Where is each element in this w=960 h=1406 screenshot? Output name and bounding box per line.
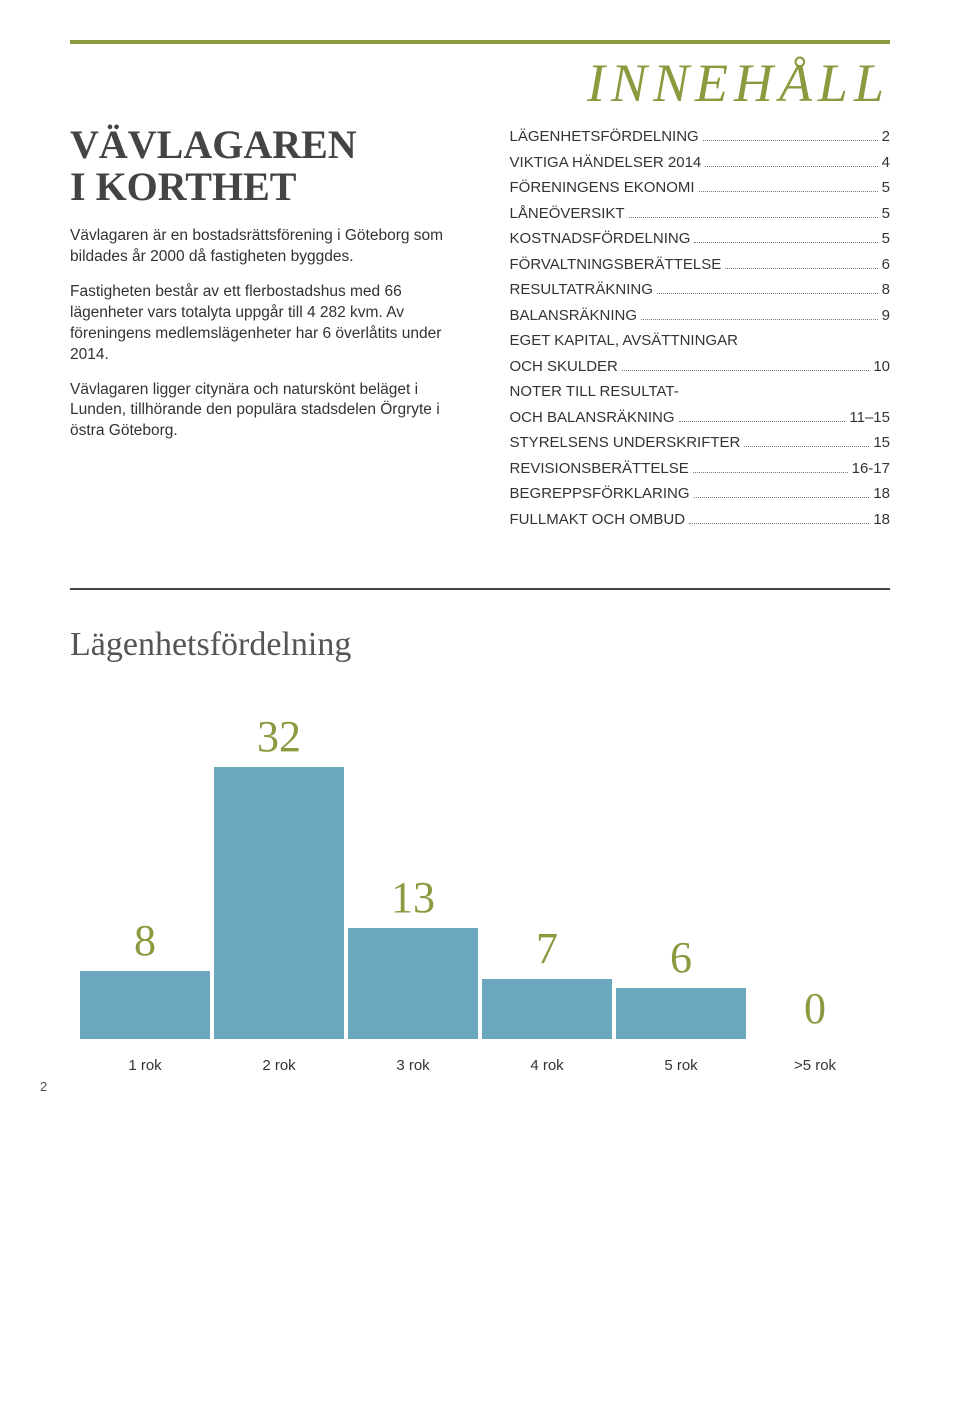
toc-row[interactable]: STYRELSENS UNDERSKRIFTER 15: [510, 430, 890, 456]
top-rule: [70, 40, 890, 44]
bar-rect: [348, 928, 478, 1039]
toc-label: BEGREPPSFÖRKLARING: [510, 481, 690, 507]
toc-label: REVISIONSBERÄTTELSE: [510, 456, 689, 482]
heading-line-2: I KORTHET: [70, 164, 296, 209]
bar-chart: 8 1 rok 32 2 rok 13 3 rok 7 4 rok 6 5 rok 0 >5 rok: [70, 704, 890, 1074]
table-of-contents: LÄGENHETSFÖRDELNING2VIKTIGA HÄNDELSER 20…: [510, 124, 890, 532]
toc-label: LÄGENHETSFÖRDELNING: [510, 124, 699, 150]
bar-rect: [482, 979, 612, 1039]
toc-dots: [725, 268, 877, 269]
bar-group: 0 >5 rok: [750, 987, 880, 1074]
toc-dots: [689, 523, 869, 524]
toc-dots: [629, 217, 878, 218]
bar-group: 8 1 rok: [80, 919, 210, 1074]
toc-dots: [622, 370, 869, 371]
bar-label: 4 rok: [530, 1057, 563, 1074]
toc-label: OCH BALANSRÄKNING: [510, 405, 675, 431]
toc-dots: [705, 166, 877, 167]
bar-label: 1 rok: [128, 1057, 161, 1074]
toc-row[interactable]: RESULTATRÄKNING 8: [510, 277, 890, 303]
toc-page: 10: [873, 354, 890, 380]
toc-page: 4: [882, 150, 890, 176]
page-number: 2: [40, 1079, 47, 1094]
toc-label: FÖRVALTNINGSBERÄTTELSE: [510, 252, 722, 278]
toc-row[interactable]: BALANSRÄKNING 9: [510, 303, 890, 329]
toc-label: STYRELSENS UNDERSKRIFTER: [510, 430, 741, 456]
toc-label: BALANSRÄKNING: [510, 303, 638, 329]
toc-label: LÅNEÖVERSIKT: [510, 201, 625, 227]
two-column-layout: VÄVLAGAREN I KORTHET Vävlagaren är en bo…: [70, 124, 890, 532]
chart-title: Lägenhetsfördelning: [70, 626, 890, 664]
bar-value: 8: [134, 919, 156, 963]
toc-row[interactable]: OCH SKULDER 10: [510, 354, 890, 380]
toc-dots: [679, 421, 846, 422]
toc-row[interactable]: FÖRVALTNINGSBERÄTTELSE 6: [510, 252, 890, 278]
toc-page: 5: [882, 226, 890, 252]
toc-label: FÖRENINGENS EKONOMI: [510, 175, 695, 201]
toc-page: 18: [873, 507, 890, 533]
toc-dots: [693, 472, 848, 473]
toc-label: OCH SKULDER: [510, 354, 618, 380]
toc-row[interactable]: BEGREPPSFÖRKLARING 18: [510, 481, 890, 507]
toc-label: NOTER TILL RESULTAT-: [510, 379, 679, 405]
toc-label: KOSTNADSFÖRDELNING: [510, 226, 691, 252]
bar-rect: [80, 971, 210, 1039]
bar-group: 13 3 rok: [348, 876, 478, 1074]
toc-dots: [657, 293, 878, 294]
bar-label: 2 rok: [262, 1057, 295, 1074]
bar-rect: [616, 988, 746, 1039]
toc-page: 18: [873, 481, 890, 507]
bar-value: 32: [257, 715, 301, 759]
toc-row[interactable]: REVISIONSBERÄTTELSE 16-17: [510, 456, 890, 482]
bar-label: 3 rok: [396, 1057, 429, 1074]
toc-page: 2: [882, 124, 890, 150]
bar-value: 13: [391, 876, 435, 920]
toc-label: EGET KAPITAL, AVSÄTTNINGAR: [510, 328, 738, 354]
toc-page: 5: [882, 201, 890, 227]
toc-page: 5: [882, 175, 890, 201]
toc-row[interactable]: VIKTIGA HÄNDELSER 2014 4: [510, 150, 890, 176]
toc-page: 16-17: [852, 456, 890, 482]
toc-page: 11–15: [849, 405, 890, 431]
bar-value: 6: [670, 936, 692, 980]
toc-page: 8: [882, 277, 890, 303]
toc-dots: [694, 497, 870, 498]
toc-dots: [641, 319, 878, 320]
toc-label: VIKTIGA HÄNDELSER 2014: [510, 150, 702, 176]
toc-dots: [744, 446, 869, 447]
toc-dots: [694, 242, 877, 243]
heading-line-1: VÄVLAGAREN: [70, 122, 357, 167]
bar-value: 0: [804, 987, 826, 1031]
intro-paragraph-2: Fastigheten består av ett flerbostadshus…: [70, 282, 470, 366]
toc-label: FULLMAKT OCH OMBUD: [510, 507, 686, 533]
intro-paragraph-3: Vävlagaren ligger citynära och naturskön…: [70, 380, 470, 443]
toc-row[interactable]: NOTER TILL RESULTAT-: [510, 379, 890, 405]
section-divider: [70, 588, 890, 590]
toc-page: 15: [873, 430, 890, 456]
toc-dots: [703, 140, 878, 141]
toc-label: RESULTATRÄKNING: [510, 277, 653, 303]
bar-value: 7: [536, 927, 558, 971]
toc-row[interactable]: LÅNEÖVERSIKT 5: [510, 201, 890, 227]
right-column-toc: LÄGENHETSFÖRDELNING2VIKTIGA HÄNDELSER 20…: [510, 124, 890, 532]
toc-row[interactable]: FULLMAKT OCH OMBUD 18: [510, 507, 890, 533]
toc-dots: [699, 191, 878, 192]
toc-page: 6: [882, 252, 890, 278]
main-heading: VÄVLAGAREN I KORTHET: [70, 124, 470, 208]
toc-row[interactable]: KOSTNADSFÖRDELNING 5: [510, 226, 890, 252]
left-column: VÄVLAGAREN I KORTHET Vävlagaren är en bo…: [70, 124, 470, 532]
bar-label: 5 rok: [664, 1057, 697, 1074]
toc-row[interactable]: OCH BALANSRÄKNING 11–15: [510, 405, 890, 431]
intro-paragraph-1: Vävlagaren är en bostadsrättsförening i …: [70, 226, 470, 268]
bar-label: >5 rok: [794, 1057, 836, 1074]
toc-row[interactable]: EGET KAPITAL, AVSÄTTNINGAR: [510, 328, 890, 354]
toc-page: 9: [882, 303, 890, 329]
decor-title: INNEHÅLL: [70, 52, 890, 114]
bar-group: 32 2 rok: [214, 715, 344, 1074]
bar-group: 7 4 rok: [482, 927, 612, 1074]
toc-row[interactable]: LÄGENHETSFÖRDELNING 2: [510, 124, 890, 150]
bar-rect: [214, 767, 344, 1039]
bar-group: 6 5 rok: [616, 936, 746, 1074]
toc-row[interactable]: FÖRENINGENS EKONOMI 5: [510, 175, 890, 201]
